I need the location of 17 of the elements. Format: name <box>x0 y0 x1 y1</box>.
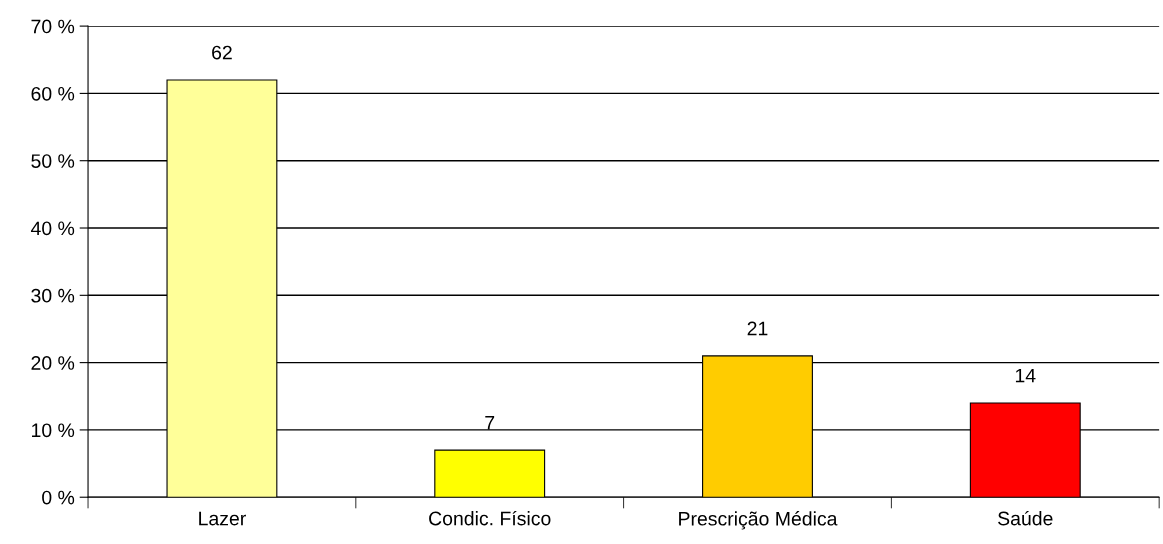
x-tick-label: Lazer <box>199 511 246 526</box>
y-tick-label: 20 % <box>31 356 75 370</box>
y-tick-label: 0 % <box>42 490 75 505</box>
y-tick-label: 70 % <box>31 19 75 34</box>
data-label: 7 <box>485 416 495 430</box>
data-label: 14 <box>1015 368 1036 383</box>
x-tick-label: Prescrição Médica <box>679 511 838 530</box>
y-tick-label: 50 % <box>31 154 75 168</box>
bar <box>434 449 546 498</box>
y-tick-label: 10 % <box>32 423 75 438</box>
x-tick-label: Condic. Físico <box>429 510 551 526</box>
y-tick-label: 40 % <box>30 221 75 236</box>
y-tick-label: 30 % <box>31 288 75 303</box>
data-label: 21 <box>747 321 768 336</box>
data-label: 62 <box>212 45 232 60</box>
y-tick-label: 60 % <box>31 86 75 101</box>
x-tick-label: Saúde <box>998 510 1053 526</box>
